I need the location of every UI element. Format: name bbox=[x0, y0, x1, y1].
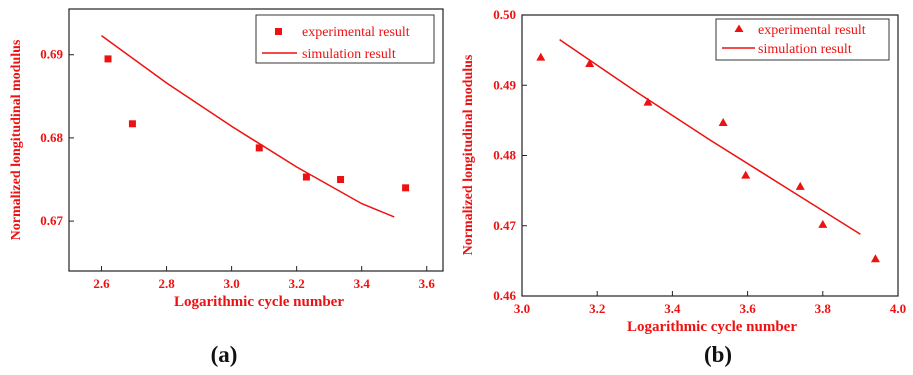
x-tick-label: 2.6 bbox=[93, 276, 110, 291]
y-tick-label: 0.49 bbox=[493, 77, 516, 92]
panel-label-a: (a) bbox=[211, 342, 238, 367]
y-tick-label: 0.48 bbox=[493, 148, 516, 163]
x-tick-label: 3.0 bbox=[223, 276, 239, 291]
y-axis-label: Normalized longitudinal modulus bbox=[9, 39, 24, 240]
y-axis-ticks: 0.46 0.47 0.48 0.49 0.50 bbox=[493, 7, 527, 303]
y-tick-label: 0.68 bbox=[40, 130, 63, 145]
plot-frame bbox=[68, 8, 444, 272]
x-tick-label: 3.2 bbox=[589, 301, 605, 316]
x-axis-ticks: 2.6 2.8 3.0 3.2 3.4 3.6 bbox=[93, 266, 435, 291]
panel-label-b: (b) bbox=[704, 342, 732, 367]
legend: experimental result simulation result bbox=[255, 14, 435, 64]
data-marks bbox=[101, 34, 410, 218]
x-tick-label: 3.0 bbox=[514, 301, 530, 316]
legend-box bbox=[715, 18, 890, 61]
data-point-triangle bbox=[818, 219, 828, 228]
y-tick-label: 0.50 bbox=[493, 7, 516, 22]
y-tick-label: 0.69 bbox=[40, 47, 63, 62]
data-point-triangle bbox=[795, 181, 805, 190]
x-tick-label: 3.4 bbox=[664, 301, 681, 316]
legend-label-simulation: simulation result bbox=[758, 42, 852, 57]
data-marks bbox=[536, 38, 880, 263]
legend-label-experimental: experimental result bbox=[758, 23, 866, 38]
y-tick-label: 0.67 bbox=[40, 213, 63, 228]
data-point-square bbox=[255, 144, 263, 152]
x-axis-label: Logarithmic cycle number bbox=[627, 319, 797, 335]
x-axis-ticks: 3.0 3.2 3.4 3.6 3.8 4.0 bbox=[514, 291, 906, 316]
x-axis-label: Logarithmic cycle number bbox=[174, 294, 344, 310]
data-point-square bbox=[302, 173, 310, 181]
x-tick-label: 3.6 bbox=[419, 276, 436, 291]
legend-square-marker bbox=[275, 28, 282, 35]
data-point-square bbox=[337, 176, 345, 184]
x-tick-label: 2.8 bbox=[158, 276, 175, 291]
x-tick-label: 3.4 bbox=[354, 276, 371, 291]
series-line-simulation bbox=[559, 38, 861, 235]
y-tick-label: 0.46 bbox=[493, 288, 516, 303]
data-point-triangle bbox=[585, 58, 595, 67]
x-tick-label: 3.8 bbox=[815, 301, 832, 316]
legend-label-experimental: experimental result bbox=[302, 25, 410, 40]
chart-panel-b: 3.0 3.2 3.4 3.6 3.8 4.0 0.460.470.480.490.50 … bbox=[461, 7, 906, 367]
data-point-square bbox=[128, 120, 136, 128]
legend-triangle-marker bbox=[734, 24, 744, 32]
x-tick-label: 3.2 bbox=[289, 276, 305, 291]
legend-label-simulation: simulation result bbox=[302, 47, 396, 62]
y-axis-ticks: 0.67 0.68 0.69 bbox=[40, 47, 74, 228]
series-line-simulation bbox=[101, 34, 395, 218]
y-axis-label: Normalized longitudinal modulus bbox=[461, 54, 476, 255]
y-tick-label: 0.47 bbox=[493, 218, 516, 233]
data-point-triangle bbox=[718, 117, 728, 126]
data-point-triangle bbox=[643, 97, 653, 106]
legend: experimental result simulation result bbox=[715, 18, 890, 61]
x-tick-label: 4.0 bbox=[890, 301, 906, 316]
data-point-triangle bbox=[870, 254, 880, 263]
chart-panel-a: 2.6 2.8 3.0 3.2 3.4 3.6 0.67 0.68 0.69 experime… bbox=[9, 8, 444, 367]
data-point-square bbox=[402, 184, 410, 192]
data-point-square bbox=[104, 55, 112, 63]
data-point-triangle bbox=[741, 170, 751, 179]
data-point-triangle bbox=[536, 52, 546, 61]
legend-box bbox=[255, 14, 435, 64]
x-tick-label: 3.6 bbox=[739, 301, 756, 316]
